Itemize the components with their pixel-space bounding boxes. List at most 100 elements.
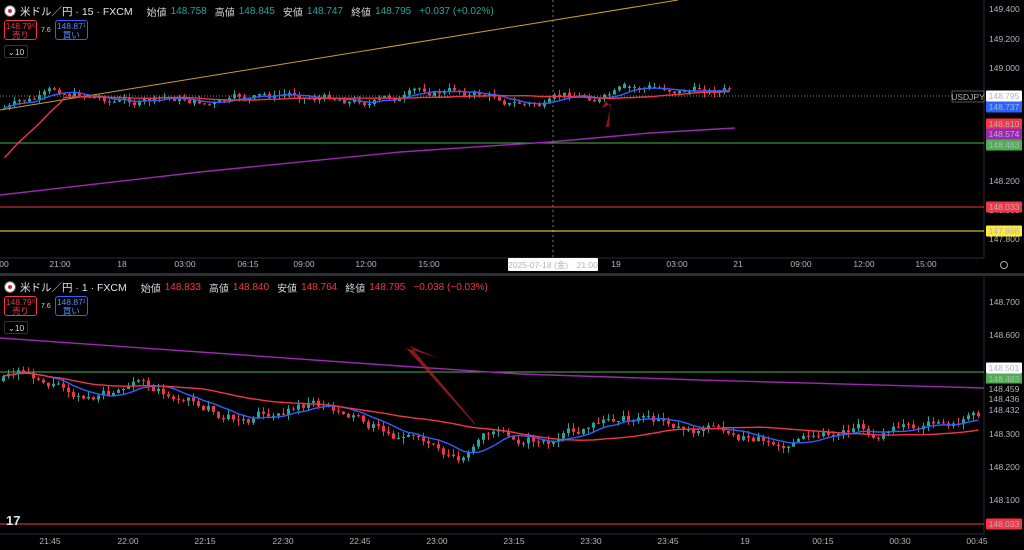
candle bbox=[298, 94, 301, 100]
price-badge-label: 148.501 bbox=[989, 363, 1020, 373]
candle bbox=[178, 98, 181, 102]
candle bbox=[28, 98, 31, 102]
ma-mid-line[interactable] bbox=[3, 90, 730, 159]
time-tick-label: 23:00 bbox=[426, 536, 448, 546]
candle bbox=[797, 438, 800, 442]
price-badge bbox=[986, 518, 1022, 530]
candle bbox=[602, 419, 605, 424]
chart-pane-1m[interactable]: 148.700148.600148.400148.300148.200148.1… bbox=[0, 276, 1024, 550]
sell-price: 148.79⁵ bbox=[5, 21, 36, 31]
candle bbox=[902, 424, 905, 428]
candle bbox=[672, 423, 675, 428]
candle bbox=[432, 443, 435, 445]
candle bbox=[637, 417, 640, 422]
arrow-annotation-icon[interactable] bbox=[406, 346, 476, 426]
candle bbox=[647, 415, 650, 417]
high-value: 148.845 bbox=[238, 5, 275, 17]
candle bbox=[213, 102, 216, 105]
candle bbox=[277, 413, 280, 416]
ma-fast-line[interactable] bbox=[4, 87, 730, 109]
candle bbox=[363, 102, 366, 106]
price-badge bbox=[986, 393, 1022, 405]
candle bbox=[222, 417, 225, 420]
candle bbox=[17, 370, 20, 374]
candle bbox=[123, 97, 126, 100]
time-tick-label: 09:00 bbox=[293, 259, 315, 269]
pane-divider[interactable] bbox=[0, 273, 1024, 276]
candle bbox=[593, 100, 596, 102]
buy-label: 買い bbox=[62, 30, 80, 40]
sell-price: 148.79⁵ bbox=[5, 297, 36, 307]
price-badge-label: 148.795 bbox=[989, 91, 1020, 101]
arrow-annotation-icon[interactable] bbox=[602, 101, 614, 127]
high-label: 高値 bbox=[214, 7, 235, 19]
ma-slow-line[interactable] bbox=[0, 127, 736, 196]
price-badge-label: 148.033 bbox=[989, 202, 1020, 212]
candle bbox=[568, 92, 571, 97]
buy-button[interactable]: 148.87¹ 買い bbox=[54, 296, 88, 316]
candle bbox=[418, 88, 421, 90]
candle bbox=[388, 95, 391, 98]
ma-mid-line[interactable] bbox=[3, 372, 979, 441]
time-tick-label: 03:00 bbox=[666, 259, 688, 269]
symbol-tag-label: USDJPY bbox=[951, 92, 985, 102]
candle bbox=[252, 417, 255, 423]
candle bbox=[937, 422, 940, 424]
price-tick-label: 148.200 bbox=[989, 176, 1020, 186]
candle bbox=[207, 406, 210, 411]
time-tick-label: 23:30 bbox=[580, 536, 602, 546]
candle bbox=[108, 101, 111, 103]
candle bbox=[148, 98, 151, 102]
price-badge bbox=[986, 118, 1022, 130]
candle bbox=[397, 438, 400, 440]
candle bbox=[18, 100, 21, 102]
candle bbox=[287, 408, 290, 415]
sell-button[interactable]: 148.79⁵ 売り bbox=[4, 20, 37, 40]
candle bbox=[682, 426, 685, 431]
candle bbox=[633, 87, 636, 89]
candle bbox=[368, 103, 371, 106]
candle bbox=[832, 434, 835, 437]
candle bbox=[43, 91, 46, 95]
price-chart-1m[interactable]: 148.700148.600148.400148.300148.200148.1… bbox=[0, 276, 1024, 550]
candle bbox=[177, 399, 180, 401]
candle bbox=[312, 400, 315, 403]
candle bbox=[332, 405, 335, 411]
open-label: 始値 bbox=[146, 7, 167, 19]
candle bbox=[143, 98, 146, 102]
candle bbox=[532, 437, 535, 442]
candle bbox=[547, 440, 550, 444]
candle bbox=[612, 418, 615, 422]
ma-slow-line[interactable] bbox=[0, 337, 985, 389]
symbol-title[interactable]: 米ドル／円 · 1 · FXCM bbox=[20, 281, 127, 294]
candle bbox=[592, 422, 595, 428]
candle bbox=[192, 397, 195, 402]
time-tick-label: 22:15 bbox=[194, 536, 216, 546]
price-chart-15m[interactable]: 149.400149.200149.000148.200148.000147.8… bbox=[0, 0, 1024, 273]
chart-pane-15m[interactable]: 149.400149.200149.000148.200148.000147.8… bbox=[0, 0, 1024, 273]
price-badge-label: 148.459 bbox=[989, 384, 1020, 394]
candle bbox=[112, 392, 115, 397]
candle bbox=[153, 97, 156, 102]
candle bbox=[677, 426, 680, 428]
candle bbox=[438, 91, 441, 94]
sell-button[interactable]: 148.79⁵ 売り bbox=[4, 296, 37, 316]
indicators-toggle[interactable]: ⌄10 bbox=[4, 321, 28, 334]
tradingview-logo-icon[interactable]: 17 bbox=[6, 513, 21, 528]
candle bbox=[157, 388, 160, 392]
symbol-title[interactable]: 米ドル／円 · 15 · FXCM bbox=[20, 5, 133, 18]
candle bbox=[942, 422, 945, 424]
candle bbox=[347, 413, 350, 418]
trend-line[interactable] bbox=[0, 0, 679, 111]
indicators-toggle[interactable]: ⌄10 bbox=[4, 45, 28, 58]
candle bbox=[497, 430, 500, 432]
candle bbox=[707, 425, 710, 429]
settings-gear-icon[interactable] bbox=[1000, 261, 1008, 269]
candle bbox=[253, 95, 256, 99]
time-tick-label: 21 bbox=[733, 259, 743, 269]
candle bbox=[962, 419, 965, 425]
buy-price: 148.87¹ bbox=[56, 21, 86, 31]
price-badge bbox=[986, 139, 1022, 151]
price-badge-label: 148.483 bbox=[989, 374, 1020, 384]
buy-button[interactable]: 148.87¹ 買い bbox=[54, 20, 88, 40]
